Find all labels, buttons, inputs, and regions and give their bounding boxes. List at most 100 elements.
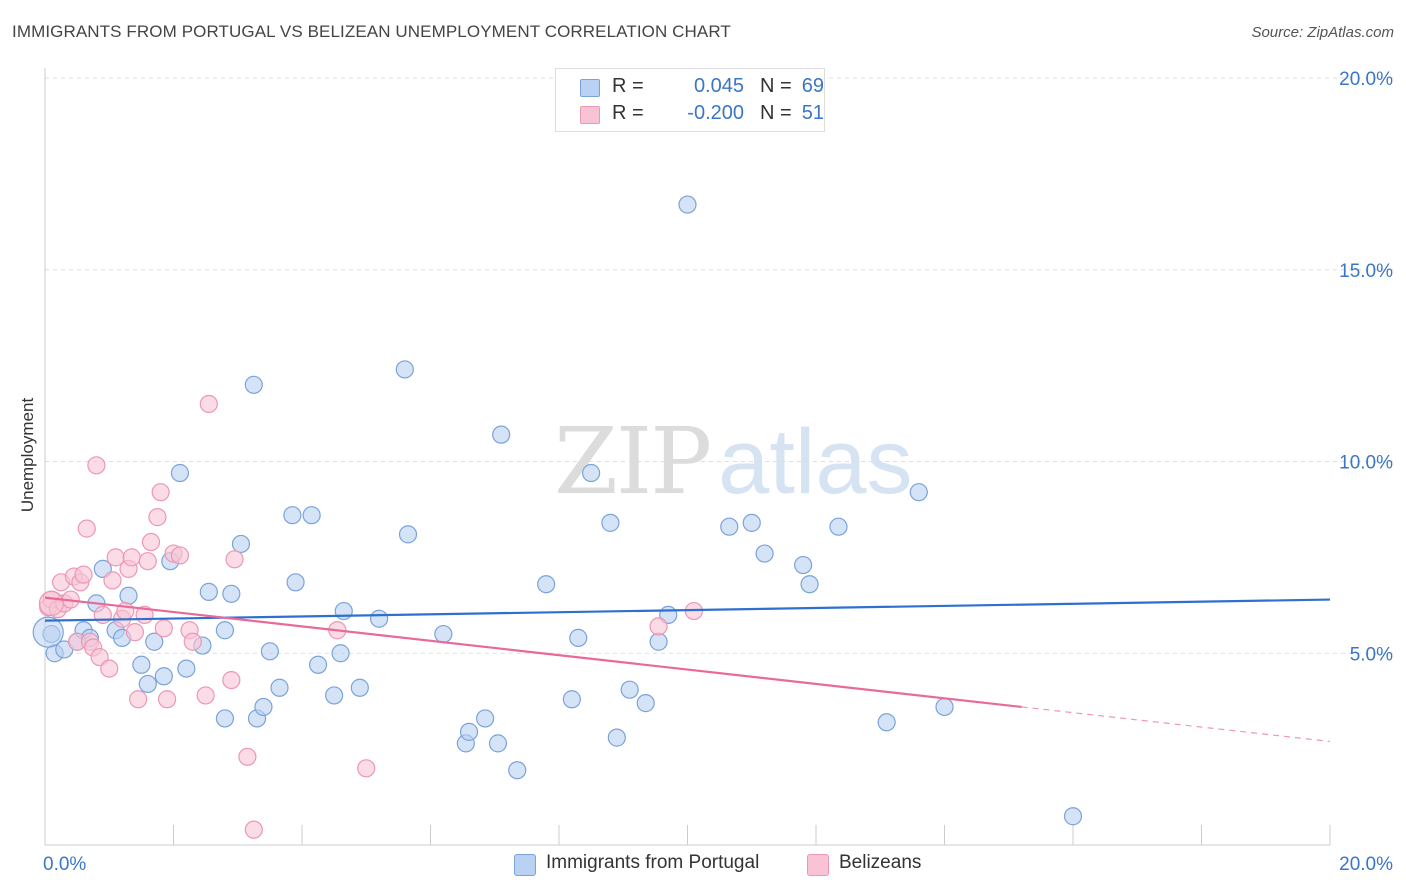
data-point-portugal [720, 517, 739, 536]
data-point-portugal [508, 761, 527, 780]
data-point-portugal [755, 544, 774, 563]
trend-line-belizeans [44, 596, 1022, 709]
data-point-portugal [132, 655, 151, 674]
r-value: -0.200 [687, 102, 744, 124]
data-point-belizeans [148, 508, 167, 527]
legend-swatch-pink [807, 854, 829, 876]
axis-layer [44, 68, 1331, 846]
data-point-portugal [170, 463, 190, 483]
data-point-portugal [794, 555, 813, 575]
data-point-portugal [270, 678, 289, 697]
data-point-portugal [636, 694, 655, 713]
correlation-legend: R = 0.045 N = 69 R = -0.200 N = 51 [555, 68, 825, 132]
data-point-portugal [620, 680, 639, 699]
data-point-portugal [334, 601, 353, 621]
r-label: R = [612, 102, 644, 124]
data-point-portugal [459, 722, 479, 741]
data-point-belizeans [38, 590, 65, 616]
data-point-portugal [829, 517, 848, 536]
data-point-portugal [569, 628, 588, 648]
data-point-portugal [582, 463, 601, 483]
data-point-portugal [199, 582, 218, 601]
data-point-belizeans [357, 759, 376, 778]
data-point-portugal [877, 713, 896, 732]
data-point-portugal [649, 632, 668, 651]
trend-line-portugal [44, 598, 1331, 622]
data-point-belizeans [199, 394, 218, 414]
data-point-portugal [331, 644, 350, 663]
data-point-belizeans [151, 483, 170, 502]
data-point-belizeans [87, 456, 106, 475]
data-point-belizeans [244, 820, 263, 839]
data-point-portugal [488, 734, 508, 753]
n-value: 51 [801, 102, 824, 124]
data-point-portugal [244, 375, 263, 394]
data-point-portugal [308, 655, 328, 674]
r-label: R = [612, 75, 644, 97]
data-point-portugal [302, 506, 321, 525]
data-point-portugal [350, 678, 369, 697]
data-point-portugal [935, 697, 954, 717]
data-point-portugal [215, 621, 234, 640]
data-point-portugal [742, 513, 761, 532]
y-tick-label: 5.0% [1350, 644, 1393, 665]
data-point-belizeans [138, 552, 157, 571]
data-point-belizeans [74, 565, 93, 584]
legend-swatch-pink [580, 106, 600, 124]
legend-swatch-blue [580, 79, 600, 97]
data-point-portugal [145, 632, 164, 651]
source-label: Source: ZipAtlas.com [1251, 24, 1394, 41]
data-point-portugal [395, 360, 414, 379]
data-point-belizeans [100, 659, 119, 678]
data-point-portugal [1063, 807, 1083, 826]
data-point-belizeans [222, 670, 241, 690]
y-tick-label: 20.0% [1339, 69, 1393, 90]
data-point-belizeans [154, 619, 173, 638]
grid-layer [45, 77, 1395, 654]
data-point-portugal [32, 616, 64, 648]
data-point-portugal [254, 697, 273, 717]
data-point-belizeans [103, 571, 122, 590]
x-tick-label: 20.0% [1339, 854, 1393, 875]
data-point-portugal [434, 624, 453, 644]
x-tick-label: 0.0% [43, 854, 86, 875]
data-point-portugal [562, 690, 581, 709]
data-point-portugal [222, 584, 241, 603]
data-point-belizeans [77, 519, 96, 538]
legend-label: Immigrants from Portugal [546, 852, 760, 873]
data-point-belizeans [141, 532, 161, 552]
r-value: 0.045 [693, 75, 744, 97]
trend-line-belizeans-extrapolated [1021, 706, 1331, 743]
data-point-belizeans [129, 690, 148, 709]
data-point-belizeans [649, 617, 668, 636]
y-tick-label: 15.0% [1339, 261, 1393, 282]
data-point-portugal [370, 609, 389, 628]
points-layer [32, 195, 1083, 839]
data-point-portugal [398, 525, 418, 544]
data-point-portugal [286, 573, 305, 592]
data-point-belizeans [238, 747, 257, 766]
data-point-portugal [601, 513, 620, 532]
series-legend: Immigrants from Portugal Belizeans [0, 852, 1406, 876]
data-point-belizeans [157, 690, 177, 709]
data-point-portugal [607, 728, 626, 747]
data-point-belizeans [225, 550, 244, 569]
data-point-portugal [119, 586, 138, 605]
legend-label: Belizeans [839, 852, 922, 873]
data-point-portugal [231, 534, 251, 554]
chart-title: IMMIGRANTS FROM PORTUGAL VS BELIZEAN UNE… [12, 22, 731, 41]
y-tick-label: 10.0% [1339, 453, 1393, 474]
data-point-belizeans [183, 632, 202, 651]
data-point-portugal [154, 667, 173, 686]
data-point-portugal [476, 709, 495, 728]
data-point-portugal [138, 674, 157, 694]
data-point-portugal [177, 659, 196, 678]
data-point-portugal [283, 506, 302, 525]
data-point-portugal [800, 575, 819, 594]
data-point-portugal [260, 642, 279, 661]
data-point-belizeans [122, 548, 141, 567]
trend-layer [44, 596, 1331, 743]
data-point-portugal [909, 483, 928, 502]
tick-label-layer: 5.0% 10.0% 15.0% 20.0% 0.0% 20.0% [43, 69, 1393, 875]
